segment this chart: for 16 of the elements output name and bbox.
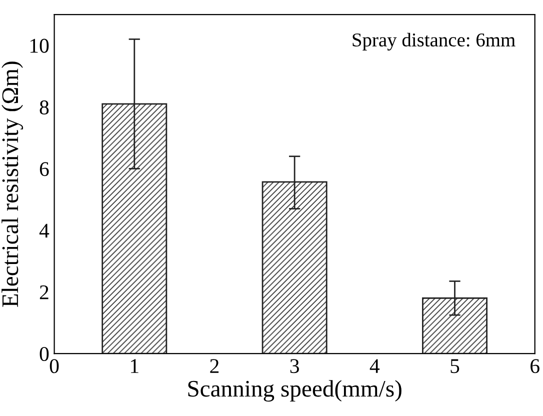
y-axis-title: Electrical resistivity (Ωm)	[2, 62, 24, 307]
x-tick-label: 1	[131, 359, 138, 373]
y-tick-label: 10	[30, 38, 49, 53]
y-tick-label: 8	[40, 100, 49, 114]
x-tick-label: 5	[450, 359, 460, 374]
annotation: Spray distance: 6mm	[352, 32, 516, 51]
y-tick-label: 0	[40, 346, 49, 362]
x-tick-label: 0	[50, 359, 59, 374]
x-tick-label: 4	[370, 359, 380, 373]
x-tick-label: 3	[290, 359, 299, 374]
x-tick-label: 6	[530, 359, 540, 374]
x-axis-title: Scanning speed(mm/s)	[188, 380, 402, 402]
y-tick-label: 6	[40, 162, 49, 176]
y-tick-label: 4	[39, 224, 50, 238]
x-tick-label: 2	[210, 359, 219, 373]
y-tick-label: 2	[40, 285, 48, 300]
